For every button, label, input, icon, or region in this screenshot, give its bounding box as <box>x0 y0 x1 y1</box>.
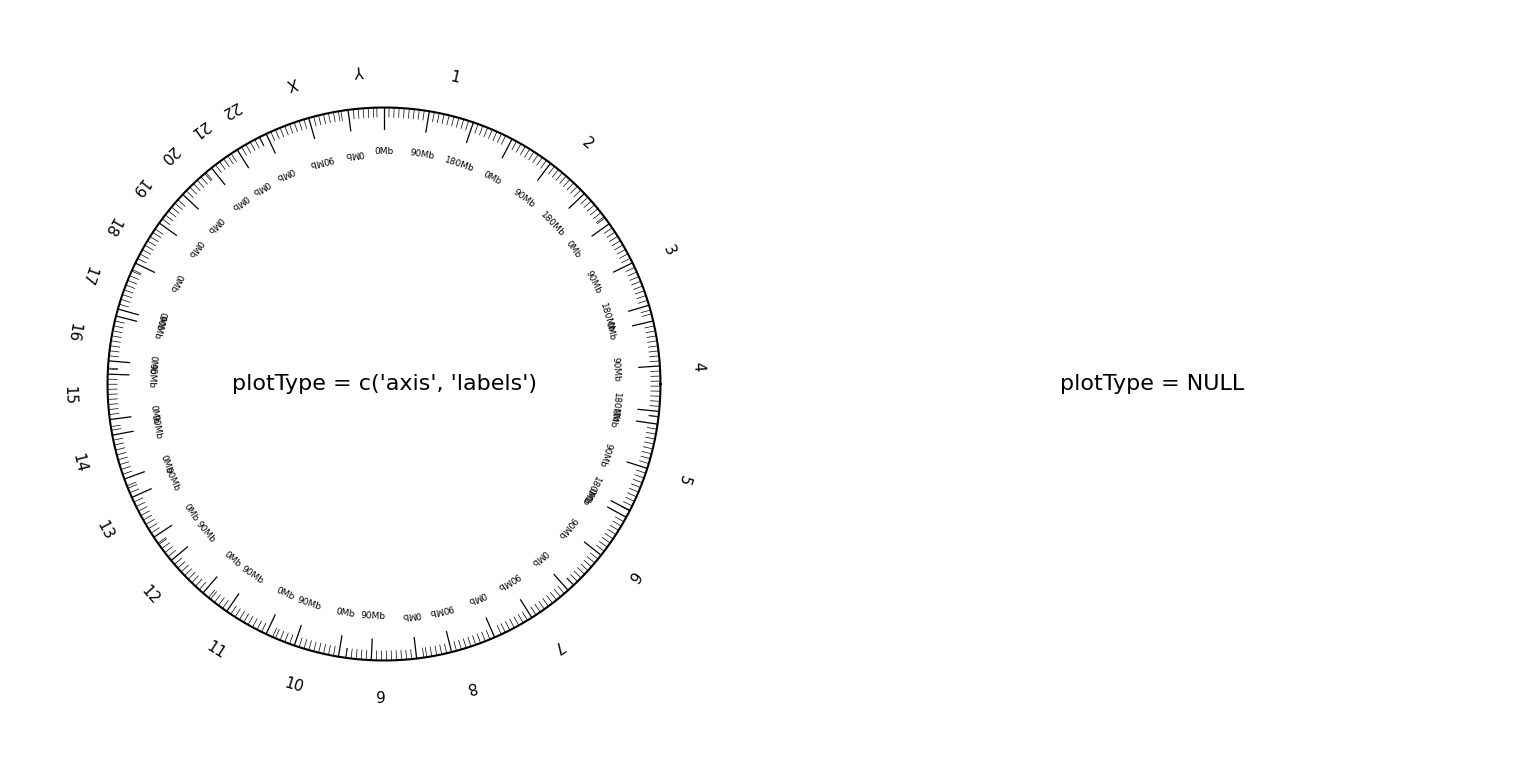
Text: 0Mb: 0Mb <box>375 147 393 156</box>
Text: 90Mb: 90Mb <box>194 520 217 545</box>
Text: 0Mb: 0Mb <box>181 502 200 523</box>
Text: 1: 1 <box>449 69 461 86</box>
Text: X: X <box>284 74 298 91</box>
Text: 90Mb: 90Mb <box>610 356 621 382</box>
Text: 180Mb: 180Mb <box>442 155 475 174</box>
Text: 90Mb: 90Mb <box>584 269 602 296</box>
Text: 0Mb: 0Mb <box>604 321 617 342</box>
Text: 0Mb: 0Mb <box>186 238 204 259</box>
Text: 0Mb: 0Mb <box>401 609 421 621</box>
Text: 7: 7 <box>550 638 565 656</box>
Text: 0Mb: 0Mb <box>221 550 243 569</box>
Text: 0Mb: 0Mb <box>275 166 295 182</box>
Text: 0Mb: 0Mb <box>147 404 160 424</box>
Text: 180Mb: 180Mb <box>598 302 616 334</box>
Text: 0Mb: 0Mb <box>335 607 356 619</box>
Text: 90Mb: 90Mb <box>240 564 264 586</box>
Text: 0Mb: 0Mb <box>344 148 364 160</box>
Text: 0Mb: 0Mb <box>147 355 158 375</box>
Text: 180Mb: 180Mb <box>610 392 621 423</box>
Text: 0Mb: 0Mb <box>154 310 167 332</box>
Text: 0Mb: 0Mb <box>275 586 295 602</box>
Text: 180Mb: 180Mb <box>539 210 567 238</box>
Text: 10: 10 <box>283 676 306 696</box>
Text: 0Mb: 0Mb <box>528 548 548 567</box>
Text: 3: 3 <box>660 243 677 258</box>
Text: 0Mb: 0Mb <box>167 272 183 293</box>
Text: 90Mb: 90Mb <box>495 570 521 591</box>
Text: 16: 16 <box>65 321 83 343</box>
Text: 9: 9 <box>376 691 386 707</box>
Text: 22: 22 <box>218 98 241 121</box>
Text: 5: 5 <box>676 474 693 488</box>
Text: 0Mb: 0Mb <box>608 408 619 428</box>
Text: 180Mb: 180Mb <box>579 475 602 506</box>
Text: 0Mb: 0Mb <box>564 239 582 260</box>
Text: 90Mb: 90Mb <box>295 595 323 612</box>
Text: 0Mb: 0Mb <box>204 214 224 235</box>
Text: 6: 6 <box>624 568 642 585</box>
Text: 90Mb: 90Mb <box>361 611 386 621</box>
Text: 13: 13 <box>94 518 117 542</box>
Text: 0Mb: 0Mb <box>229 193 249 212</box>
Text: Y: Y <box>355 62 364 78</box>
Text: 15: 15 <box>61 386 77 405</box>
Text: 20: 20 <box>155 143 180 167</box>
Text: 90Mb: 90Mb <box>152 313 166 340</box>
Text: 12: 12 <box>138 583 163 607</box>
Text: 0Mb: 0Mb <box>467 589 487 605</box>
Text: 90Mb: 90Mb <box>307 153 333 168</box>
Text: 90Mb: 90Mb <box>427 602 455 617</box>
Text: 17: 17 <box>78 264 98 287</box>
Text: 21: 21 <box>186 118 210 141</box>
Text: 90Mb: 90Mb <box>149 414 163 440</box>
Text: 0Mb: 0Mb <box>481 170 502 187</box>
Text: 19: 19 <box>126 175 151 200</box>
Text: 8: 8 <box>464 678 478 695</box>
Text: 18: 18 <box>100 214 123 239</box>
Text: 90Mb: 90Mb <box>511 187 536 210</box>
Text: 2: 2 <box>579 135 596 153</box>
Text: 0Mb: 0Mb <box>158 453 174 475</box>
Text: 90Mb: 90Mb <box>409 148 435 161</box>
Text: 0Mb: 0Mb <box>250 178 272 196</box>
Text: 4: 4 <box>691 362 707 372</box>
Text: 90Mb: 90Mb <box>598 442 613 468</box>
Text: 90Mb: 90Mb <box>163 466 181 492</box>
Text: plotType = NULL: plotType = NULL <box>1060 374 1244 394</box>
Text: 11: 11 <box>203 639 227 661</box>
Text: 14: 14 <box>69 452 89 474</box>
Text: plotType = c('axis', 'labels'): plotType = c('axis', 'labels') <box>232 374 536 394</box>
Text: 0Mb: 0Mb <box>579 485 596 507</box>
Text: 90Mb: 90Mb <box>554 515 578 541</box>
Text: 90Mb: 90Mb <box>147 363 157 389</box>
